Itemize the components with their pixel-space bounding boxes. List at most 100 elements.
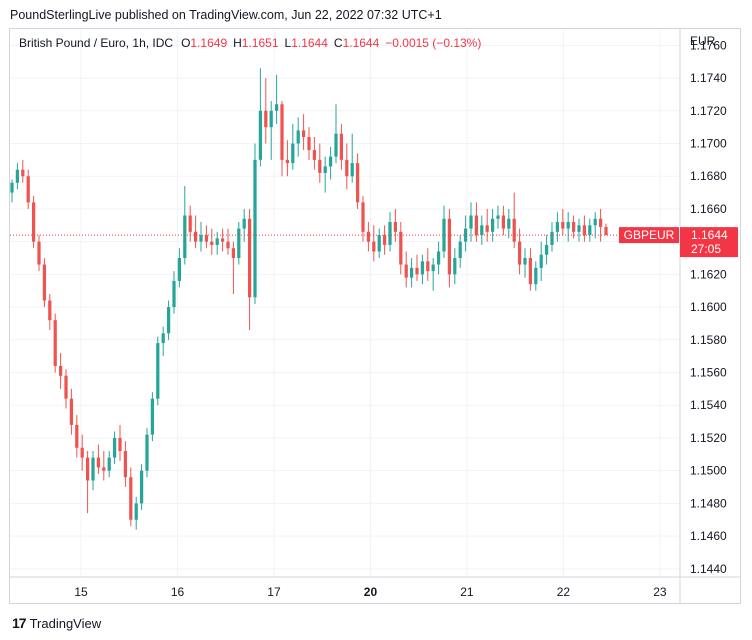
candle-body: [58, 365, 63, 376]
candle-body: [134, 503, 138, 520]
candle-body: [166, 307, 171, 334]
candle-body: [447, 218, 452, 275]
candle-body: [291, 143, 295, 164]
candle-body: [96, 457, 101, 468]
legend-symbol: British Pound / Euro, 1h, IDC: [19, 36, 174, 50]
candle-body: [280, 104, 284, 160]
price-tick-label: 1.1620: [690, 267, 727, 281]
candle-body: [296, 130, 300, 144]
candle-body: [42, 264, 47, 301]
candle-body: [453, 258, 457, 275]
candle-body: [393, 222, 398, 232]
candle-body: [361, 202, 365, 232]
candle-body: [350, 163, 354, 177]
candle-body: [226, 241, 230, 249]
candle-body: [193, 231, 198, 242]
candle-body: [517, 241, 522, 265]
candle-body: [523, 258, 527, 265]
candle-body: [264, 110, 268, 128]
price-axis-unit: EUR: [690, 34, 716, 48]
candle-body: [69, 398, 74, 425]
candle-body: [507, 218, 511, 229]
candle-body: [382, 235, 387, 245]
price-tick-label: 1.1600: [690, 300, 727, 314]
price-tick-label: 1.1720: [690, 104, 727, 118]
candle-body: [188, 215, 192, 232]
candle-body: [37, 241, 41, 265]
price-tick-label: 1.1680: [690, 169, 727, 183]
price-tick-label: 1.1440: [690, 562, 727, 576]
time-tick-label: 15: [74, 585, 88, 599]
candle-body: [21, 169, 25, 177]
candle-body: [258, 110, 263, 160]
price-tick-label: 1.1740: [690, 71, 727, 85]
legend-close-label: C: [333, 36, 343, 50]
candle-body: [566, 222, 570, 229]
time-tick-label: 16: [171, 585, 185, 599]
candle-body: [496, 215, 500, 219]
candle-body: [31, 202, 36, 242]
candle-body: [528, 258, 533, 285]
candle-body: [431, 264, 435, 272]
price-tag: [680, 227, 738, 258]
time-tick-label: 20: [364, 585, 378, 599]
price-tick-label: 1.1700: [690, 137, 727, 151]
candle-body: [404, 264, 408, 278]
candle-body: [210, 241, 214, 245]
candle-body: [129, 477, 133, 520]
candle-body: [409, 267, 414, 278]
candle-body: [512, 218, 516, 242]
legend-low-value: 1.1644: [291, 36, 328, 50]
candle-body: [26, 176, 30, 203]
candle-body: [123, 451, 128, 478]
candle-body: [183, 215, 187, 259]
time-tick-label: 21: [460, 585, 474, 599]
candle-series: [10, 68, 608, 530]
candle-body: [274, 104, 279, 111]
candle-body: [204, 235, 209, 242]
legend-high-label: H: [233, 36, 242, 50]
candle-body: [355, 163, 360, 203]
candle-body: [139, 470, 144, 504]
candle-body: [215, 238, 219, 245]
chart-frame: [9, 28, 741, 604]
candle-body: [420, 261, 425, 275]
candle-body: [150, 398, 155, 435]
price-tick-label: 1.1540: [690, 398, 727, 412]
candle-body: [458, 241, 462, 259]
candle-body: [571, 222, 576, 232]
price-tick-label: 1.1560: [690, 366, 727, 380]
candle-body: [328, 156, 333, 167]
candle-body: [10, 182, 14, 193]
candle-body: [323, 166, 327, 173]
candle-body: [480, 225, 484, 236]
price-tag-countdown: 27:05: [691, 242, 721, 256]
candle-body: [48, 300, 52, 321]
candle-body: [80, 447, 84, 458]
candle-body: [345, 159, 349, 177]
candle-body: [561, 222, 565, 229]
candle-body: [172, 280, 176, 308]
ticker-tag-label: GBPEUR: [624, 228, 675, 242]
legend-open-value: 1.1649: [190, 36, 228, 50]
candle-body: [161, 333, 165, 344]
ticker-tag: [619, 227, 679, 244]
candle-body: [64, 375, 68, 399]
candle-body: [285, 159, 290, 164]
legend-low-label: L: [284, 36, 292, 50]
candle-body: [339, 133, 344, 160]
candle-body: [156, 343, 160, 399]
candle-body: [231, 248, 236, 259]
candle-body: [490, 218, 495, 232]
candle-body: [463, 228, 468, 242]
candle-body: [301, 130, 306, 137]
tradingview-logo[interactable]: 17 TradingView: [12, 615, 101, 631]
candle-body: [242, 218, 246, 229]
candle-body: [604, 226, 608, 236]
price-tick-label: 1.1760: [690, 38, 727, 52]
legend-change: −0.0015 (−0.13%): [385, 36, 482, 50]
candle-body: [550, 231, 554, 245]
